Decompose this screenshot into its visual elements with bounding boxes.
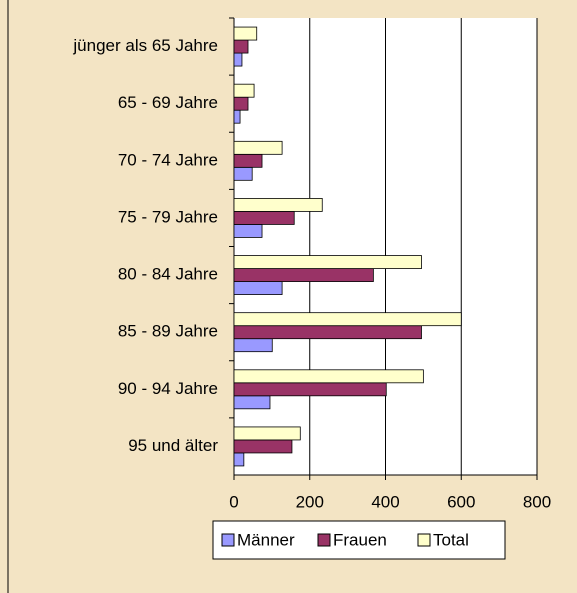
bar	[233, 26, 258, 41]
bar	[233, 52, 243, 67]
bar	[233, 83, 255, 98]
legend-label: Männer	[237, 530, 295, 549]
bar	[233, 382, 387, 397]
x-tick-label: 0	[229, 492, 238, 511]
bar	[233, 211, 295, 225]
bar	[233, 140, 283, 155]
bar	[233, 312, 462, 327]
bar	[233, 338, 273, 353]
legend-box	[212, 520, 506, 560]
x-tick-label: 200	[296, 492, 324, 511]
bar	[233, 153, 263, 168]
legend-label: Frauen	[333, 530, 387, 549]
bar	[233, 96, 249, 111]
x-tick-label: 400	[371, 492, 399, 511]
y-tick-label: 90 - 94 Jahre	[118, 379, 218, 398]
bar	[233, 452, 245, 467]
legend-label: Total	[433, 530, 469, 549]
legend-swatch	[221, 533, 235, 547]
bar	[233, 224, 263, 238]
y-tick-label: 85 - 89 Jahre	[118, 322, 218, 341]
bar	[233, 439, 293, 454]
y-tick-label: 75 - 79 Jahre	[118, 207, 218, 226]
bar	[233, 255, 422, 269]
bar	[233, 109, 241, 124]
bar	[233, 395, 271, 410]
y-tick-label: 80 - 84 Jahre	[118, 265, 218, 284]
bar	[233, 325, 422, 340]
bar	[233, 39, 249, 54]
x-tick-label: 600	[447, 492, 475, 511]
y-tick-label: 65 - 69 Jahre	[118, 93, 218, 112]
bar	[233, 198, 323, 212]
x-tick-label: 800	[523, 492, 551, 511]
bar	[233, 369, 424, 384]
bar	[233, 166, 253, 181]
y-tick-label: 70 - 74 Jahre	[118, 150, 218, 169]
bar	[233, 268, 374, 282]
legend-swatch	[417, 533, 431, 547]
bar	[233, 426, 301, 441]
legend-swatch	[317, 533, 331, 547]
bar	[233, 281, 283, 295]
y-tick-label: jünger als 65 Jahre	[72, 36, 218, 55]
y-tick-label: 95 und älter	[128, 436, 218, 455]
